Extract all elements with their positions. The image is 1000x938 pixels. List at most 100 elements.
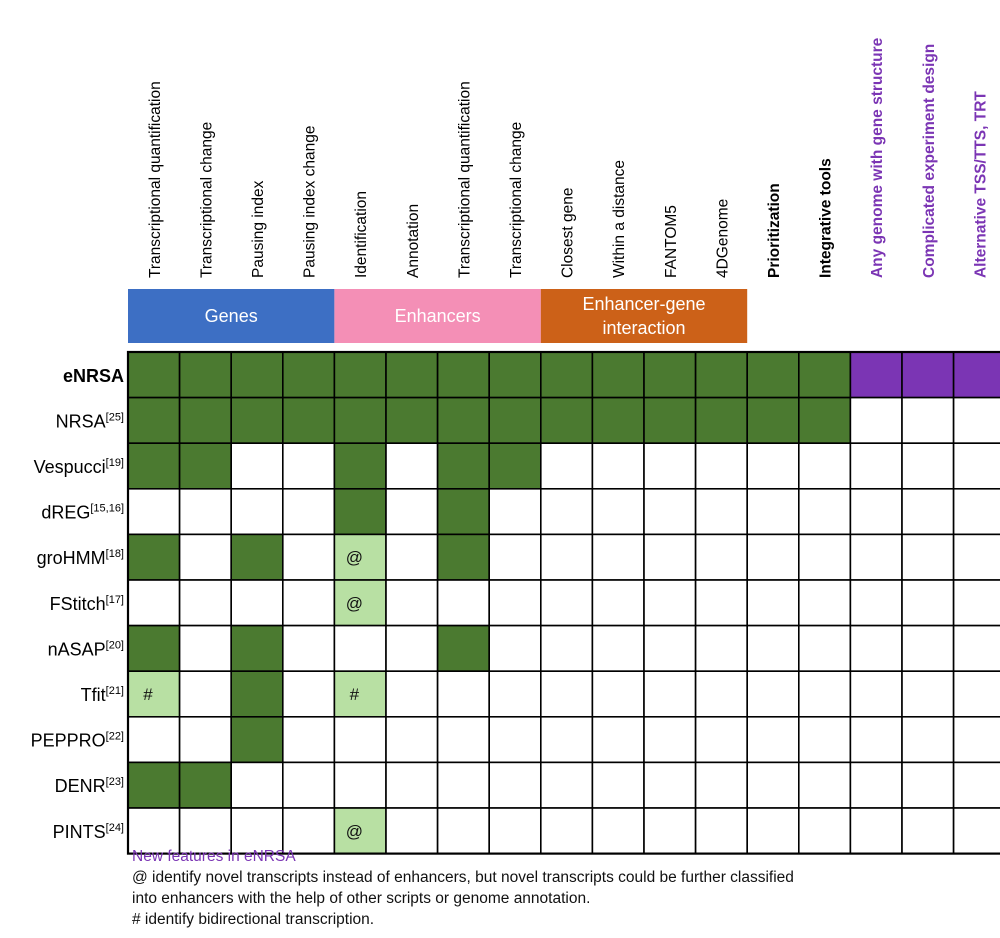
matrix-cell bbox=[281, 487, 336, 536]
matrix-cell bbox=[694, 715, 748, 764]
new-features-note: New features in eNRSA bbox=[132, 848, 296, 865]
matrix-cell bbox=[797, 579, 852, 627]
matrix-cell bbox=[643, 351, 697, 399]
tool-reference: [24] bbox=[106, 822, 124, 834]
matrix-cell bbox=[746, 761, 800, 809]
matrix-cell bbox=[385, 442, 439, 490]
matrix-cell bbox=[591, 624, 645, 672]
matrix-cell bbox=[952, 761, 1000, 809]
row-label: Vespucci[19] bbox=[34, 457, 124, 477]
matrix-cell bbox=[901, 715, 955, 764]
matrix-cell bbox=[849, 624, 903, 672]
matrix-cell bbox=[694, 351, 748, 399]
matrix-cell bbox=[281, 624, 336, 672]
column-header: Annotation bbox=[405, 204, 422, 278]
matrix-cell bbox=[952, 670, 1000, 718]
matrix-cell bbox=[643, 807, 697, 855]
matrix-cell bbox=[230, 670, 284, 718]
tool-name: eNRSA bbox=[63, 366, 124, 386]
tool-reference: [25] bbox=[106, 411, 124, 423]
tool-name: NRSA bbox=[56, 411, 106, 431]
matrix-cell bbox=[281, 579, 336, 627]
matrix-cell bbox=[797, 533, 852, 581]
matrix-cell bbox=[797, 487, 852, 536]
matrix-cell bbox=[746, 807, 800, 855]
matrix-cell bbox=[385, 761, 439, 809]
figure-notes: New features in eNRSA @ identify novel t… bbox=[132, 846, 992, 930]
cell-marker: @ bbox=[346, 548, 363, 567]
matrix-cell bbox=[178, 670, 233, 718]
matrix-cell bbox=[746, 624, 800, 672]
matrix-cell bbox=[952, 715, 1000, 764]
matrix-cell bbox=[901, 396, 955, 445]
matrix-cell bbox=[901, 487, 955, 536]
matrix-cell bbox=[901, 761, 955, 809]
matrix-cell bbox=[333, 761, 387, 809]
category-bar bbox=[334, 289, 541, 343]
matrix-cell bbox=[952, 487, 1000, 536]
tool-name: PEPPRO bbox=[31, 731, 106, 751]
matrix-cell bbox=[539, 351, 594, 399]
matrix-cell bbox=[281, 442, 336, 490]
category-bar-label: Enhancers bbox=[395, 306, 481, 326]
matrix-cell bbox=[694, 533, 748, 581]
tool-name: Vespucci bbox=[34, 457, 106, 477]
matrix-cell bbox=[281, 715, 336, 764]
row-label: NRSA[25] bbox=[56, 411, 124, 431]
tool-name: Tfit bbox=[81, 685, 106, 705]
tool-reference: [21] bbox=[106, 685, 124, 697]
matrix-cell bbox=[694, 761, 748, 809]
matrix-cell bbox=[901, 533, 955, 581]
matrix-cell bbox=[436, 715, 491, 764]
matrix-cell bbox=[901, 807, 955, 855]
matrix-cell bbox=[333, 396, 387, 445]
matrix-cell bbox=[281, 670, 336, 718]
matrix-cell bbox=[901, 442, 955, 490]
cell-marker: # bbox=[143, 685, 153, 704]
matrix-cell bbox=[539, 533, 594, 581]
row-label: PINTS[24] bbox=[53, 822, 124, 842]
matrix-cell bbox=[230, 351, 284, 399]
matrix-cell bbox=[127, 715, 181, 764]
matrix-cell bbox=[127, 670, 181, 718]
matrix-cell bbox=[901, 579, 955, 627]
matrix-cell bbox=[385, 351, 439, 399]
cell-marker: # bbox=[350, 685, 360, 704]
matrix-cell bbox=[333, 487, 387, 536]
matrix-cell bbox=[488, 670, 542, 718]
matrix-cell bbox=[591, 715, 645, 764]
matrix-cell bbox=[488, 761, 542, 809]
matrix-cell bbox=[746, 533, 800, 581]
cell-marker: @ bbox=[346, 594, 363, 613]
matrix-cell bbox=[127, 533, 181, 581]
matrix-cell bbox=[849, 807, 903, 855]
matrix-cell bbox=[952, 351, 1000, 399]
row-label: dREG[15,16] bbox=[41, 503, 124, 523]
tool-name: DENR bbox=[55, 776, 106, 796]
matrix-cell bbox=[849, 442, 903, 490]
tool-reference: [22] bbox=[106, 731, 124, 743]
matrix-cell bbox=[746, 396, 800, 445]
category-bar-label: interaction bbox=[602, 318, 685, 338]
matrix-cell bbox=[901, 351, 955, 399]
column-header: Transcriptional change bbox=[508, 122, 525, 278]
matrix-cell bbox=[539, 396, 594, 445]
column-header: Transcriptional quantification bbox=[147, 81, 164, 278]
matrix-cell bbox=[539, 670, 594, 718]
matrix-cell bbox=[436, 533, 491, 581]
column-header: Transcriptional quantification bbox=[456, 81, 473, 278]
matrix-cell bbox=[952, 624, 1000, 672]
matrix-cell bbox=[230, 396, 284, 445]
matrix-cell bbox=[488, 715, 542, 764]
matrix-cell bbox=[436, 807, 491, 855]
category-bar bbox=[128, 289, 335, 343]
matrix-cell bbox=[539, 442, 594, 490]
matrix-cell bbox=[746, 579, 800, 627]
column-header: Pausing index change bbox=[302, 125, 319, 278]
matrix-cell bbox=[901, 670, 955, 718]
feature-grid: @ @ # # @ bbox=[126, 350, 1000, 855]
matrix-cell bbox=[178, 487, 233, 536]
matrix-cell bbox=[643, 670, 697, 718]
row-label: eNRSA bbox=[63, 366, 124, 386]
matrix-cell bbox=[797, 351, 852, 399]
